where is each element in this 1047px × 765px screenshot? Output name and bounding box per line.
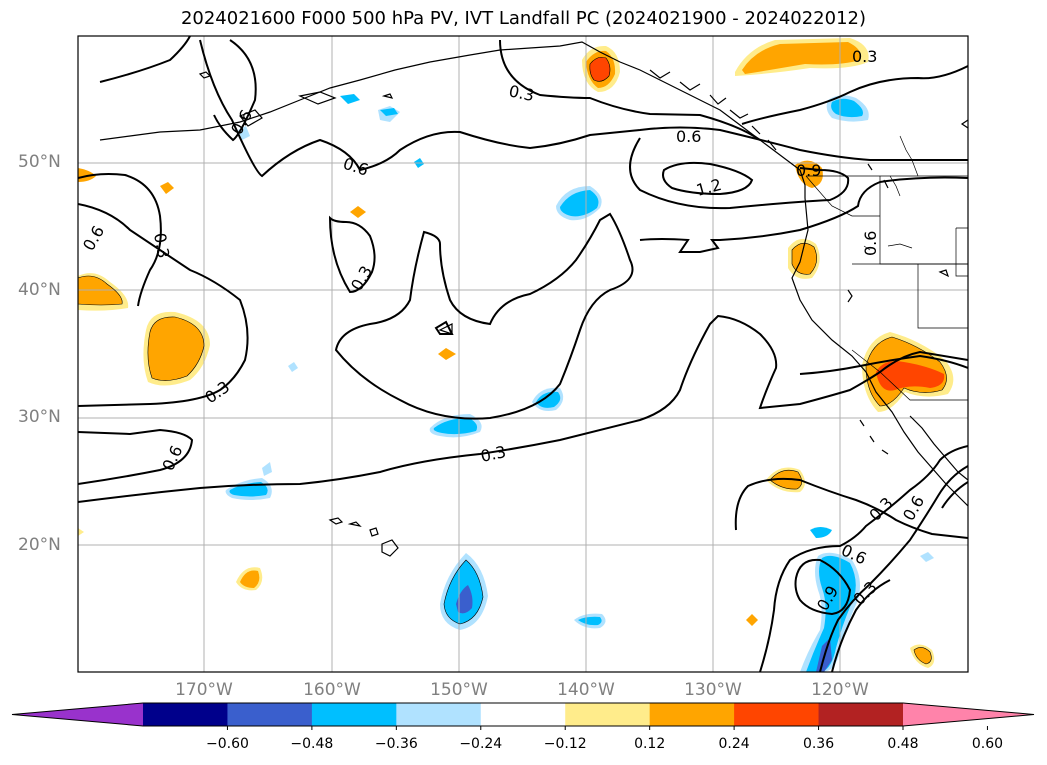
lon-label-160w: 160°W: [303, 680, 361, 700]
contour-label: 0.3: [150, 231, 173, 259]
colorbar-tick-label: 0.60: [971, 736, 1004, 752]
contour-label: 0.3: [479, 442, 508, 466]
map-plot-area: [78, 36, 968, 672]
lon-label-170w: 170°W: [175, 680, 233, 700]
colorbar-tick-label: −0.36: [374, 736, 418, 752]
colorbar-extend-low: [12, 703, 143, 726]
colorbar-tick-label: −0.12: [543, 736, 587, 752]
contour-label: 0.3: [507, 81, 536, 105]
lon-label-140w: 140°W: [557, 680, 615, 700]
map-title: 2024021600 F000 500 hPa PV, IVT Landfall…: [180, 8, 867, 29]
contour-label: 0.3: [852, 47, 877, 66]
colorbar-tick-label: −0.48: [290, 736, 334, 752]
lon-label-130w: 130°W: [684, 680, 742, 700]
lon-label-150w: 150°W: [430, 680, 488, 700]
colorbar-tick-label: −0.24: [459, 736, 503, 752]
shading-outlines: [78, 56, 947, 665]
graticule: [78, 36, 968, 672]
lat-label-40n: 40°N: [18, 280, 61, 300]
lat-label-50n: 50°N: [18, 152, 61, 172]
plot-border: [77, 35, 969, 673]
colorbar-swatch: [311, 703, 397, 726]
colorbar-outline: [11, 702, 1035, 727]
colorbar-extend-high: [903, 703, 1034, 726]
contour-label: 0.9: [796, 161, 821, 180]
colorbar-swatch: [227, 703, 313, 726]
colorbar-swatch: [734, 703, 820, 726]
colorbar-tick-label: −0.60: [205, 736, 249, 752]
contour-label: 0.6: [676, 127, 701, 146]
colorbar: [11, 702, 1035, 730]
colorbar-tick-label: 0.48: [887, 736, 919, 752]
colorbar-tick-label: 0.24: [718, 736, 750, 752]
colorbar-swatch: [818, 703, 904, 726]
lat-label-20n: 20°N: [18, 535, 61, 555]
lat-label-30n: 30°N: [18, 407, 61, 427]
colorbar-tick-label: 0.12: [634, 736, 666, 752]
colorbar-tick-label: 0.36: [802, 736, 835, 752]
lon-label-120w: 120°W: [811, 680, 869, 700]
political-borders: [805, 135, 968, 401]
colorbar-swatch: [565, 703, 651, 726]
colorbar-swatch: [480, 703, 566, 726]
pv-contours: [78, 36, 968, 672]
colorbar-swatch: [143, 703, 228, 726]
contour-label: 0.6: [861, 231, 880, 256]
colorbar-swatch: [396, 703, 482, 726]
colorbar-swatch: [649, 703, 735, 726]
